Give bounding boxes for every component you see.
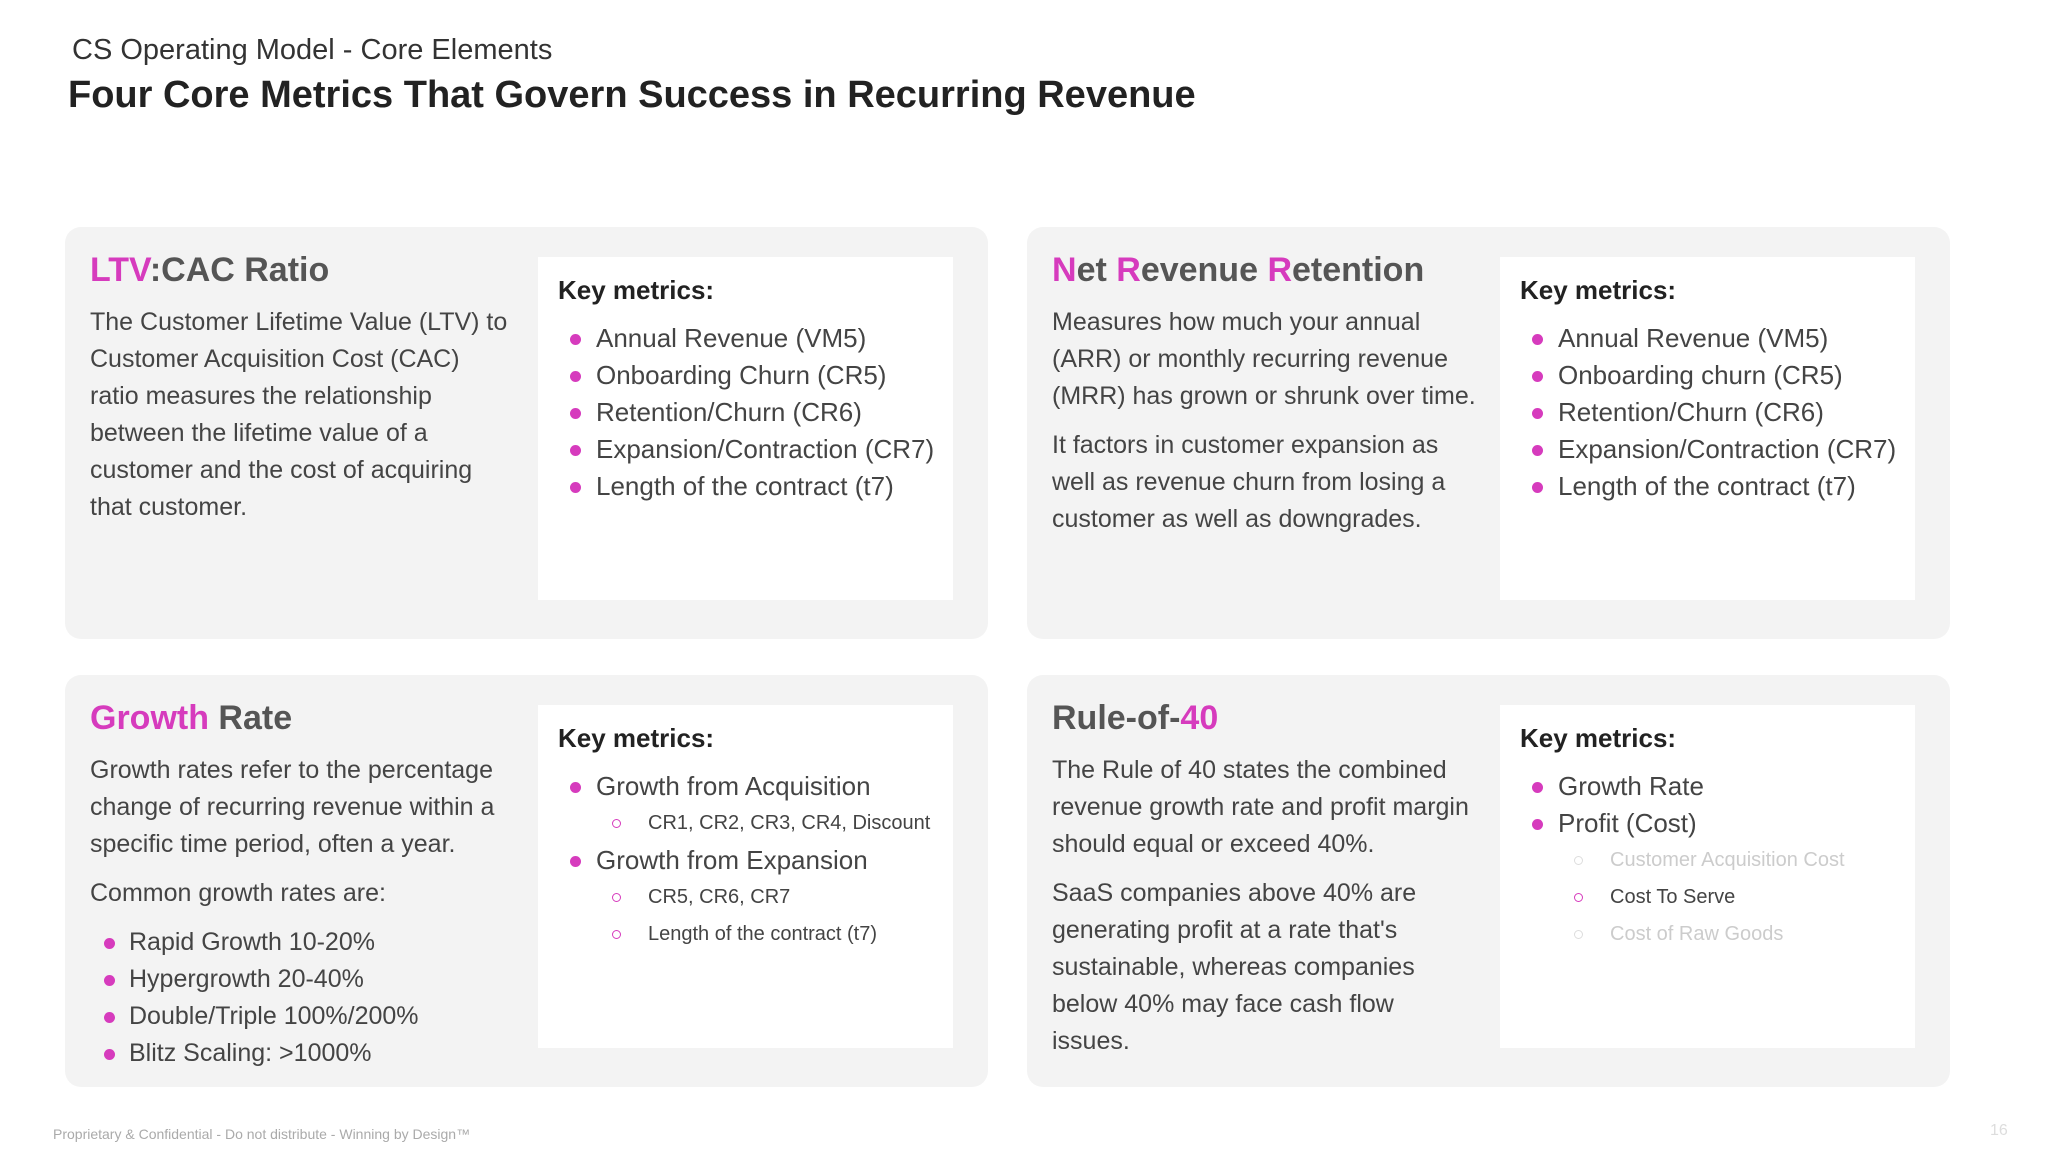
metrics-list: Growth from Acquisition CR1, CR2, CR3, CR… <box>538 768 953 953</box>
card-text: Growth Rate Growth rates refer to the per… <box>90 699 515 1072</box>
metrics-label: Key metrics: <box>1520 723 1677 753</box>
card-title: Net Revenue Retention <box>1052 251 1477 290</box>
metrics-box: Key metrics: Growth from Acquisition CR1, … <box>538 705 953 1048</box>
page-number: 16 <box>1990 1122 2008 1139</box>
metrics-box: Key metrics: Growth Rate Profit (Cost) Cust… <box>1500 705 1915 1048</box>
card: Growth Rate Growth rates refer to the per… <box>65 675 988 1087</box>
card-title: Rule-of-40 <box>1052 699 1477 738</box>
title-part: 40 <box>1180 699 1219 737</box>
bullet: Double/Triple 100%/200% <box>90 998 515 1035</box>
metrics-label: Key metrics: <box>558 275 715 305</box>
metric: Growth from Acquisition <box>538 768 953 805</box>
title: Four Core Metrics That Govern Success in… <box>68 74 1196 116</box>
metrics-label: Key metrics: <box>1520 275 1677 305</box>
metric: Annual Revenue (VM5) <box>1500 320 1915 357</box>
title-part: etention <box>1292 251 1425 289</box>
metric: Expansion/Contraction (CR7) <box>1500 431 1915 468</box>
metric: Length of the contract (t7) <box>1500 468 1915 505</box>
metric: Growth Rate <box>1500 768 1915 805</box>
sub-metric: Cost of Raw Goods <box>1500 916 1915 953</box>
bullet-list: Rapid Growth 10-20% Hypergrowth 20-40% Dou… <box>90 924 515 1072</box>
bullet: Rapid Growth 10-20% <box>90 924 515 961</box>
subtitle: CS Operating Model - Core Elements <box>72 34 553 66</box>
title-part: :CAC Ratio <box>149 251 330 289</box>
card-text: Net Revenue Retention Measures how much y… <box>1052 251 1477 550</box>
paragraph: The Customer Lifetime Value (LTV) to Cus… <box>90 308 508 521</box>
title-part: Growth <box>90 699 209 737</box>
metrics-list: Annual Revenue (VM5) Onboarding Churn (CR… <box>538 320 953 505</box>
title-part: LTV <box>90 251 150 289</box>
title-part: R <box>1116 251 1141 289</box>
paragraph: Growth rates refer to the percentage cha… <box>90 756 495 858</box>
bullet: Hypergrowth 20-40% <box>90 961 515 998</box>
paragraph: The Rule of 40 states the combined reven… <box>1052 756 1469 858</box>
card-text: Rule-of-40 The Rule of 40 states the comb… <box>1052 699 1477 1072</box>
title-part: Rate <box>208 699 293 737</box>
title-part: Rule-of- <box>1052 699 1181 737</box>
metrics-list: Annual Revenue (VM5) Onboarding churn (CR… <box>1500 320 1915 505</box>
sub-metric: CR1, CR2, CR3, CR4, Discount <box>538 805 953 842</box>
sub-metric: CR5, CR6, CR7 <box>538 879 953 916</box>
paragraph: It factors in customer expansion as well… <box>1052 431 1446 533</box>
metric: Onboarding Churn (CR5) <box>538 357 953 394</box>
sub-metric: Customer Acquisition Cost <box>1500 842 1915 879</box>
title-part: N <box>1052 251 1077 289</box>
footer-note: Proprietary & Confidential - Do not dist… <box>53 1126 471 1142</box>
sub-metric: Cost To Serve <box>1500 879 1915 916</box>
card: Rule-of-40 The Rule of 40 states the comb… <box>1027 675 1950 1087</box>
title-part: evenue <box>1140 251 1268 289</box>
paragraph: Measures how much your annual (ARR) or m… <box>1052 308 1476 410</box>
card: LTV:CAC Ratio The Customer Lifetime Value… <box>65 227 988 639</box>
paragraph: SaaS companies above 40% are generating … <box>1052 879 1417 1055</box>
metric: Onboarding churn (CR5) <box>1500 357 1915 394</box>
metric: Growth from Expansion <box>538 842 953 879</box>
card: Net Revenue Retention Measures how much y… <box>1027 227 1950 639</box>
bullet: Blitz Scaling: >1000% <box>90 1035 515 1072</box>
card-title: Growth Rate <box>90 699 515 738</box>
metrics-box: Key metrics: Annual Revenue (VM5) Onboardi… <box>538 257 953 600</box>
metric: Retention/Churn (CR6) <box>538 394 953 431</box>
sub-metric: Length of the contract (t7) <box>538 916 953 953</box>
card-title: LTV:CAC Ratio <box>90 251 515 290</box>
card-text: LTV:CAC Ratio The Customer Lifetime Value… <box>90 251 515 538</box>
metric: Retention/Churn (CR6) <box>1500 394 1915 431</box>
paragraph: Common growth rates are: <box>90 879 386 907</box>
metric: Length of the contract (t7) <box>538 468 953 505</box>
metrics-list: Growth Rate Profit (Cost) Customer Acquisi… <box>1500 768 1915 953</box>
metrics-box: Key metrics: Annual Revenue (VM5) Onboardi… <box>1500 257 1915 600</box>
metric: Annual Revenue (VM5) <box>538 320 953 357</box>
title-part: R <box>1267 251 1292 289</box>
metric: Profit (Cost) <box>1500 805 1915 842</box>
metrics-label: Key metrics: <box>558 723 715 753</box>
metric: Expansion/Contraction (CR7) <box>538 431 953 468</box>
title-part: et <box>1076 251 1117 289</box>
